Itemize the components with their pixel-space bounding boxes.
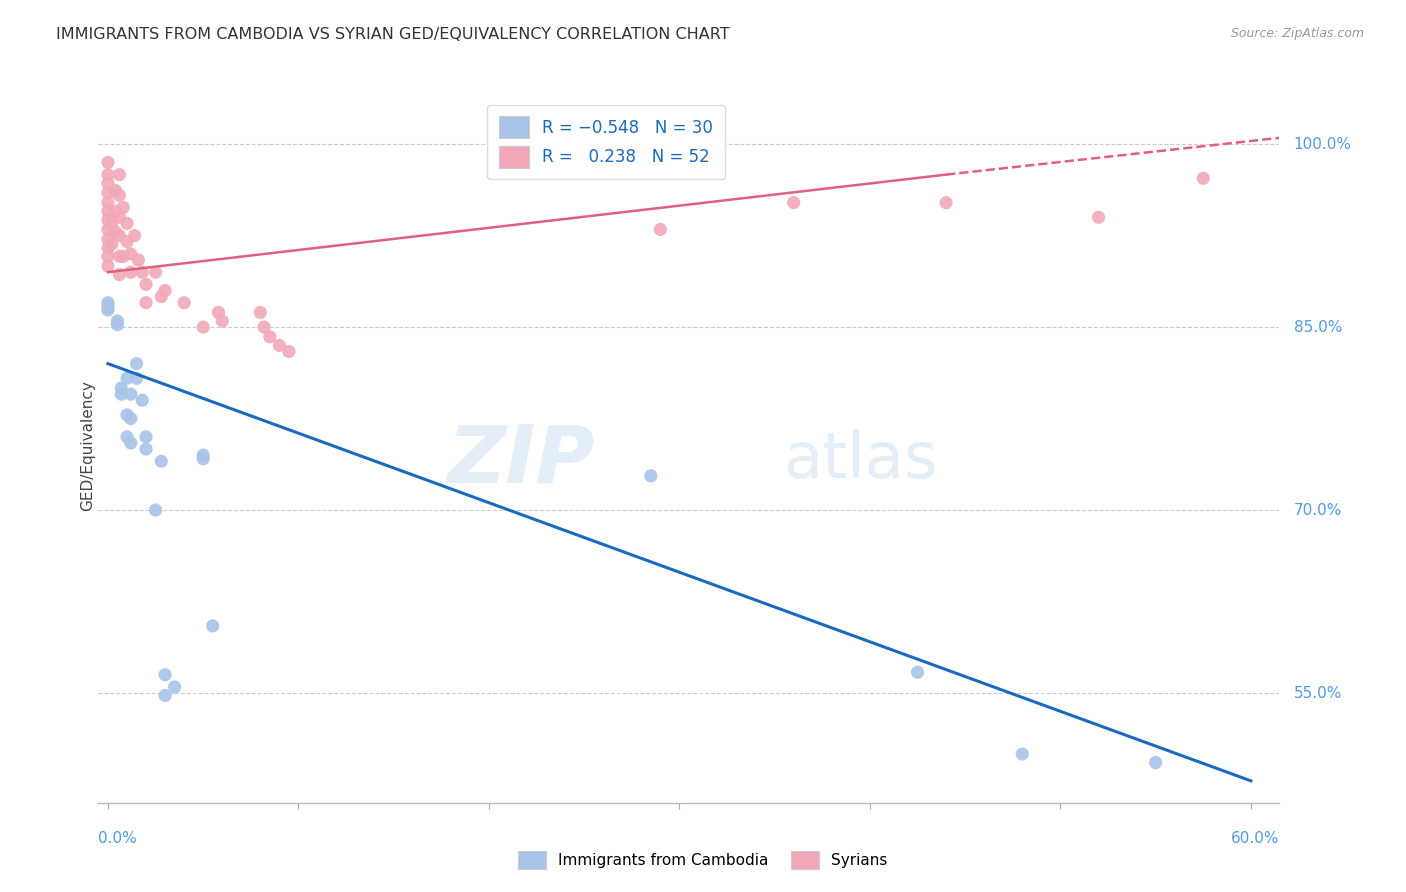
Point	[193, 448, 215, 462]
Text: 0.0%: 0.0%	[98, 831, 138, 847]
Point	[97, 295, 120, 310]
Point	[97, 249, 120, 263]
Point	[97, 186, 120, 200]
Point	[120, 265, 142, 279]
Point	[97, 204, 120, 219]
Point	[201, 619, 224, 633]
Point	[108, 188, 131, 202]
Point	[120, 387, 142, 401]
Point	[207, 305, 229, 319]
Point	[104, 225, 127, 239]
Point	[112, 201, 135, 215]
Point	[127, 252, 149, 267]
Point	[135, 442, 157, 456]
Text: 55.0%: 55.0%	[1294, 686, 1341, 700]
Point	[783, 195, 806, 210]
Point	[935, 195, 957, 210]
Point	[108, 228, 131, 243]
Point	[153, 689, 176, 703]
Point	[97, 301, 120, 315]
Point	[650, 222, 672, 236]
Y-axis label: GED/Equivalency: GED/Equivalency	[80, 381, 94, 511]
Point	[112, 249, 135, 263]
Point	[104, 204, 127, 219]
Text: atlas: atlas	[783, 429, 938, 491]
Point	[108, 168, 131, 182]
Point	[115, 216, 138, 230]
Point	[211, 314, 233, 328]
Point	[108, 268, 131, 282]
Point	[135, 295, 157, 310]
Point	[115, 430, 138, 444]
Point	[97, 241, 120, 255]
Point	[253, 320, 276, 334]
Point	[120, 411, 142, 425]
Point	[193, 320, 215, 334]
Point	[131, 393, 153, 408]
Text: 100.0%: 100.0%	[1294, 136, 1351, 152]
Point	[97, 155, 120, 169]
Point	[107, 314, 129, 328]
Point	[135, 277, 157, 292]
Point	[124, 228, 146, 243]
Point	[97, 303, 120, 318]
Point	[108, 211, 131, 225]
Text: 70.0%: 70.0%	[1294, 502, 1341, 517]
Point	[100, 237, 122, 252]
Point	[163, 680, 186, 694]
Point	[277, 344, 299, 359]
Text: IMMIGRANTS FROM CAMBODIA VS SYRIAN GED/EQUIVALENCY CORRELATION CHART: IMMIGRANTS FROM CAMBODIA VS SYRIAN GED/E…	[56, 27, 730, 42]
Point	[145, 503, 167, 517]
Point	[907, 665, 929, 680]
Point	[115, 235, 138, 249]
Point	[97, 298, 120, 312]
Point	[115, 371, 138, 385]
Point	[193, 451, 215, 466]
Text: ZIP: ZIP	[447, 421, 595, 500]
Point	[1144, 756, 1167, 770]
Point	[1087, 211, 1109, 225]
Point	[131, 265, 153, 279]
Point	[110, 387, 132, 401]
Point	[259, 330, 281, 344]
Point	[153, 667, 176, 681]
Point	[110, 381, 132, 395]
Point	[108, 249, 131, 263]
Point	[1192, 171, 1215, 186]
Point	[104, 184, 127, 198]
Point	[1011, 747, 1033, 761]
Point	[640, 469, 662, 483]
Point	[249, 305, 271, 319]
Legend: Immigrants from Cambodia, Syrians: Immigrants from Cambodia, Syrians	[512, 845, 894, 875]
Point	[120, 247, 142, 261]
Point	[145, 265, 167, 279]
Point	[173, 295, 195, 310]
Point	[97, 195, 120, 210]
Point	[97, 176, 120, 190]
Point	[125, 371, 148, 385]
Point	[97, 212, 120, 227]
Point	[100, 216, 122, 230]
Text: 85.0%: 85.0%	[1294, 319, 1341, 334]
Point	[150, 454, 173, 468]
Point	[97, 232, 120, 246]
Point	[97, 222, 120, 236]
Point	[153, 284, 176, 298]
Legend: R = −0.548   N = 30, R =   0.238   N = 52: R = −0.548 N = 30, R = 0.238 N = 52	[488, 104, 725, 179]
Point	[107, 318, 129, 332]
Point	[120, 436, 142, 450]
Point	[269, 338, 291, 352]
Point	[97, 168, 120, 182]
Point	[97, 259, 120, 273]
Point	[115, 408, 138, 422]
Text: 60.0%: 60.0%	[1232, 831, 1279, 847]
Text: Source: ZipAtlas.com: Source: ZipAtlas.com	[1230, 27, 1364, 40]
Point	[125, 357, 148, 371]
Point	[135, 430, 157, 444]
Point	[150, 289, 173, 303]
